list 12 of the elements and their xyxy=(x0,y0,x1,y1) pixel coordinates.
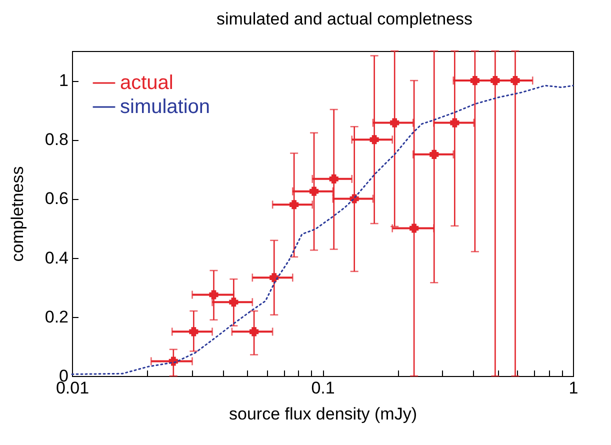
legend-label: simulation xyxy=(120,96,210,118)
x-tick-label: 0.1 xyxy=(311,378,335,398)
y-tick-label: 1 xyxy=(59,71,68,90)
y-tick-label: 0.2 xyxy=(44,307,68,326)
y-tick-label: 0.8 xyxy=(44,130,68,150)
chart-title: simulated and actual completness xyxy=(216,9,473,28)
y-tick-label: 0.6 xyxy=(44,189,68,208)
legend-label: actual xyxy=(120,72,174,94)
x-tick-label: 1 xyxy=(568,378,578,398)
y-tick-label: 0.4 xyxy=(44,248,68,268)
y-axis-title: completness xyxy=(8,166,27,262)
x-axis-title: source flux density (mJy) xyxy=(229,404,417,424)
